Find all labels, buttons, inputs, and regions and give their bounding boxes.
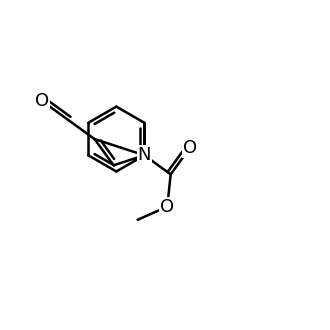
Text: N: N — [138, 146, 151, 164]
Text: O: O — [160, 198, 174, 215]
Text: O: O — [35, 92, 49, 110]
Text: O: O — [183, 139, 197, 157]
